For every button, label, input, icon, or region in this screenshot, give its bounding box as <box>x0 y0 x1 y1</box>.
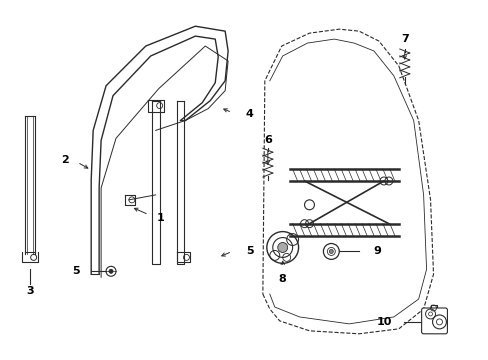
FancyBboxPatch shape <box>421 308 447 334</box>
Text: 5: 5 <box>245 247 253 256</box>
Circle shape <box>328 249 333 253</box>
Text: 7: 7 <box>400 34 408 44</box>
Text: 2: 2 <box>61 155 69 165</box>
Text: 3: 3 <box>26 286 33 296</box>
Text: 10: 10 <box>376 317 391 327</box>
Text: 5: 5 <box>72 266 80 276</box>
Text: 9: 9 <box>372 247 380 256</box>
Text: 1: 1 <box>157 213 164 223</box>
Text: 8: 8 <box>278 274 286 284</box>
Text: 6: 6 <box>264 135 271 145</box>
Circle shape <box>109 269 113 273</box>
Circle shape <box>277 243 287 252</box>
Text: 4: 4 <box>245 108 253 118</box>
